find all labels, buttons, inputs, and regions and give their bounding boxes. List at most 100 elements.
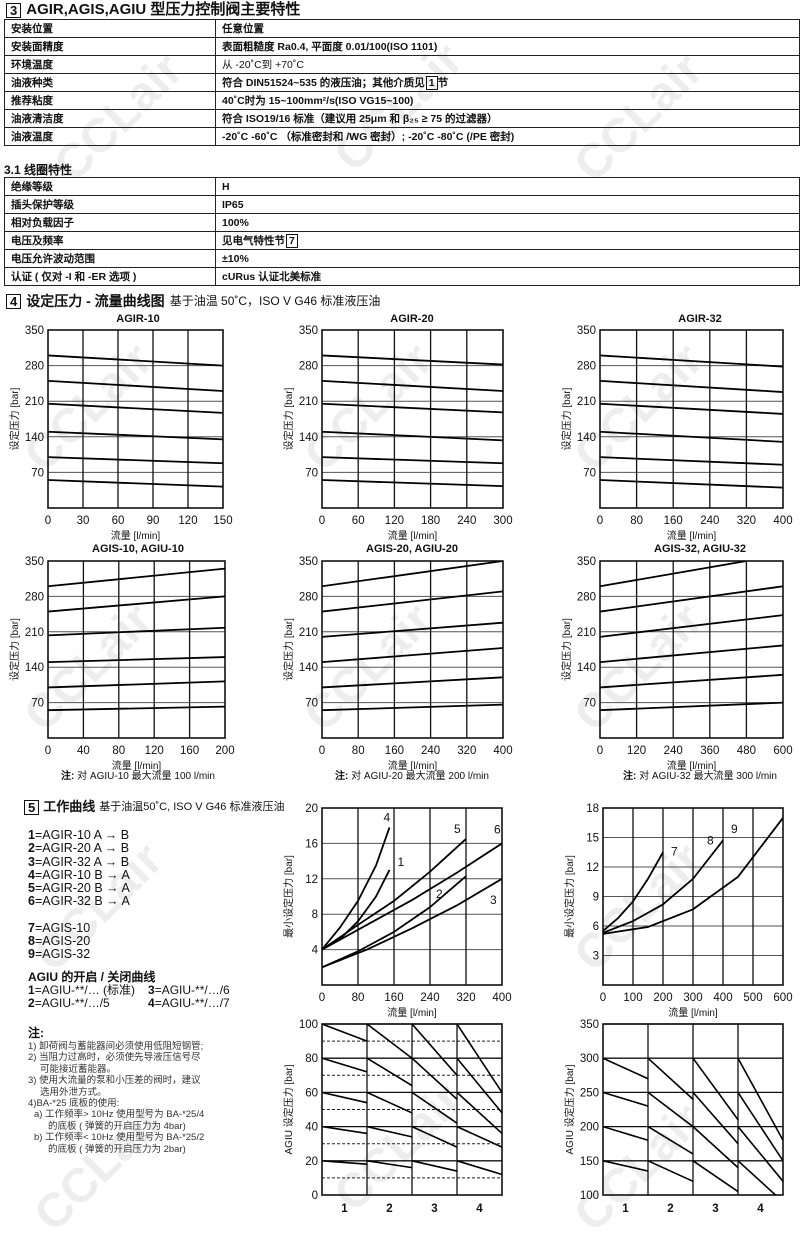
note-text: 对 AGIU-10 最大流量 100 l/min <box>77 771 215 782</box>
section-5-heading: 5 工作曲线 基于油温50˚C, ISO V G46 标准液压油 <box>24 799 284 815</box>
spec-value: IP65 <box>215 195 800 214</box>
section-title: AGIR,AGIS,AGIU 型压力控制阀主要特性 <box>26 1 301 18</box>
x-tick-label: 60 <box>352 515 365 527</box>
x-tick-label: 500 <box>743 992 762 1004</box>
y-tick-label: 70 <box>583 467 596 479</box>
section-ref[interactable]: 1 <box>425 76 438 90</box>
coil-specs-table: 绝缘等级 H 插头保护等级 IP65 相对负载因子 100% 电压及频率 见电气特性节 7… <box>4 177 800 286</box>
table-row: 环境温度从 -20˚C到 +70˚C <box>4 55 800 74</box>
segment-line <box>603 1057 649 1080</box>
plot-frame <box>321 329 504 509</box>
y-tick-label: 350 <box>25 325 44 337</box>
segment-line <box>603 1125 649 1142</box>
y-tick-label: 350 <box>25 556 44 568</box>
segment-line <box>603 1091 649 1107</box>
legend-item: 2=AGIR-20 A → B <box>28 841 130 856</box>
section-number: 4 <box>6 293 22 309</box>
series-line <box>600 354 783 368</box>
x-tick-label: 240 <box>700 515 719 527</box>
series-line <box>48 680 225 689</box>
section-ref[interactable]: 7 <box>286 234 298 248</box>
spec-key: 电压允许波动范围 <box>4 249 216 268</box>
y-tick-label: 210 <box>577 627 596 639</box>
x-tick-label: 400 <box>493 745 512 757</box>
y-tick-label: 210 <box>299 627 318 639</box>
spec-value: 表面粗糙度 Ra0.4, 平面度 0.01/100(ISO 1101) <box>215 37 800 56</box>
x-tick-label: 360 <box>700 745 719 757</box>
table-row: 绝缘等级 H <box>4 177 800 196</box>
series-group <box>600 354 783 489</box>
x-tick-label: 200 <box>653 992 672 1004</box>
chart-note: 注: 对 AGIU-32 最大流量 300 l/min <box>623 767 777 782</box>
segment-line <box>647 1160 694 1183</box>
chart-title: AGIS-32, AGIU-32 <box>654 543 746 555</box>
legend-item: 3=AGIR-32 A → B <box>28 854 130 869</box>
segment-line <box>456 1091 502 1135</box>
x-tick-label: 100 <box>623 992 642 1004</box>
legend-item: 4=AGIR-10 B → A <box>28 867 130 882</box>
x-tick-label: 120 <box>385 515 404 527</box>
note-text: 对 AGIU-32 最大流量 300 l/min <box>639 771 777 782</box>
x-axis-title: 流量 [l/min] <box>388 529 438 542</box>
spec-key: 相对负载因子 <box>4 213 216 232</box>
x-tick-label: 0 <box>600 992 606 1004</box>
series-line <box>322 561 503 588</box>
y-tick-label: 140 <box>25 662 44 674</box>
series-line <box>603 851 664 932</box>
y-axis-title: AGIU 设定压力 [bar] <box>282 1064 295 1154</box>
plot-frame <box>47 560 226 739</box>
x-tick-label: 600 <box>773 992 792 1004</box>
series-line <box>600 479 783 489</box>
series-line <box>322 875 467 969</box>
series-line <box>48 379 223 392</box>
segment-line <box>456 1024 502 1093</box>
legend-item: 8=AGIS-20 <box>28 934 91 949</box>
note-line: 3) 使用大流量的泵和小压差的阀时，建议 <box>28 1075 201 1087</box>
notes-list: 1) 卸荷阀与蓄能器间必须使用低阻短钢管; 2) 当阻力过高时，必须使先导液压信… <box>28 1041 204 1155</box>
x-tick-label: 400 <box>492 992 511 1004</box>
y-tick-label: 200 <box>580 1122 599 1134</box>
chart-10: 150 200 250 300 350 100 1 2 3 4 AGIU 设定压力 [bar] <box>563 1019 784 1215</box>
note-label: 注: <box>61 771 75 782</box>
x-tick-label: 120 <box>627 745 646 757</box>
y-tick-label: 210 <box>25 396 44 408</box>
segment-line <box>456 1057 502 1114</box>
x-tick-label: 480 <box>737 745 756 757</box>
main-specs-table: 安装位置 任意位置 安装面精度 表面粗糙度 Ra0.4, 平面度 0.01/100(… <box>4 19 800 146</box>
curve-label: 9 <box>731 822 738 836</box>
note-line: 可能接近蓄能器。 <box>40 1063 117 1075</box>
x-tick-label: 200 <box>215 745 234 757</box>
y-tick-label: 70 <box>31 698 44 710</box>
x-tick-label: 120 <box>178 515 197 527</box>
legend-item: 2=AGIU-**/…/5 <box>28 995 110 1010</box>
note-text: 对 AGIU-20 最大流量 200 l/min <box>351 771 489 782</box>
y-tick-label: 280 <box>25 591 44 603</box>
x-category-label: 3 <box>431 1203 437 1215</box>
spec-key: 环境温度 <box>4 55 216 74</box>
series-line <box>322 456 503 465</box>
y-tick-label: 280 <box>577 361 596 373</box>
y-tick-label: 6 <box>593 921 599 933</box>
segment-line <box>322 1160 368 1166</box>
notes-heading: 注: <box>28 1026 44 1040</box>
x-tick-label: 160 <box>385 745 404 757</box>
x-tick-label: 80 <box>112 745 125 757</box>
section-4-heading: 4 设定压力 - 流量曲线图 基于油温 50˚C，ISO V G46 标准液压油 <box>6 293 380 309</box>
agiu-curves-heading: AGIU 的开启 / 关闭曲线 <box>28 970 156 984</box>
series-line <box>322 647 503 664</box>
series-line <box>600 430 783 443</box>
spec-key: 认证 ( 仅对 -I 和 -ER 选项 ) <box>4 267 216 286</box>
x-category-label: 4 <box>757 1203 764 1215</box>
chart-3: 70 140 210 280 350 0 80 160 240 320 400 设定压力 [bar] 流… <box>560 325 793 542</box>
section-subtitle: 基于油温50˚C, ISO V G46 标准液压油 <box>99 801 285 813</box>
segment-line <box>411 1024 458 1076</box>
table-row: 油液清洁度 符合 ISO19/16 标准（建议用 25μm 和 β₂₅ ≥ 75 … <box>4 109 800 128</box>
x-tick-label: 0 <box>45 515 51 527</box>
x-tick-label: 80 <box>630 515 643 527</box>
series-line <box>603 839 724 934</box>
curve-label: 2 <box>436 887 443 901</box>
x-axis-title: 流量 [l/min] <box>667 529 717 542</box>
segment-line <box>692 1091 739 1145</box>
table-row: 油液种类 符合 DIN51524~535 的液压油；其他介质见 1 节 <box>4 73 800 92</box>
x-tick-label: 0 <box>319 515 325 527</box>
